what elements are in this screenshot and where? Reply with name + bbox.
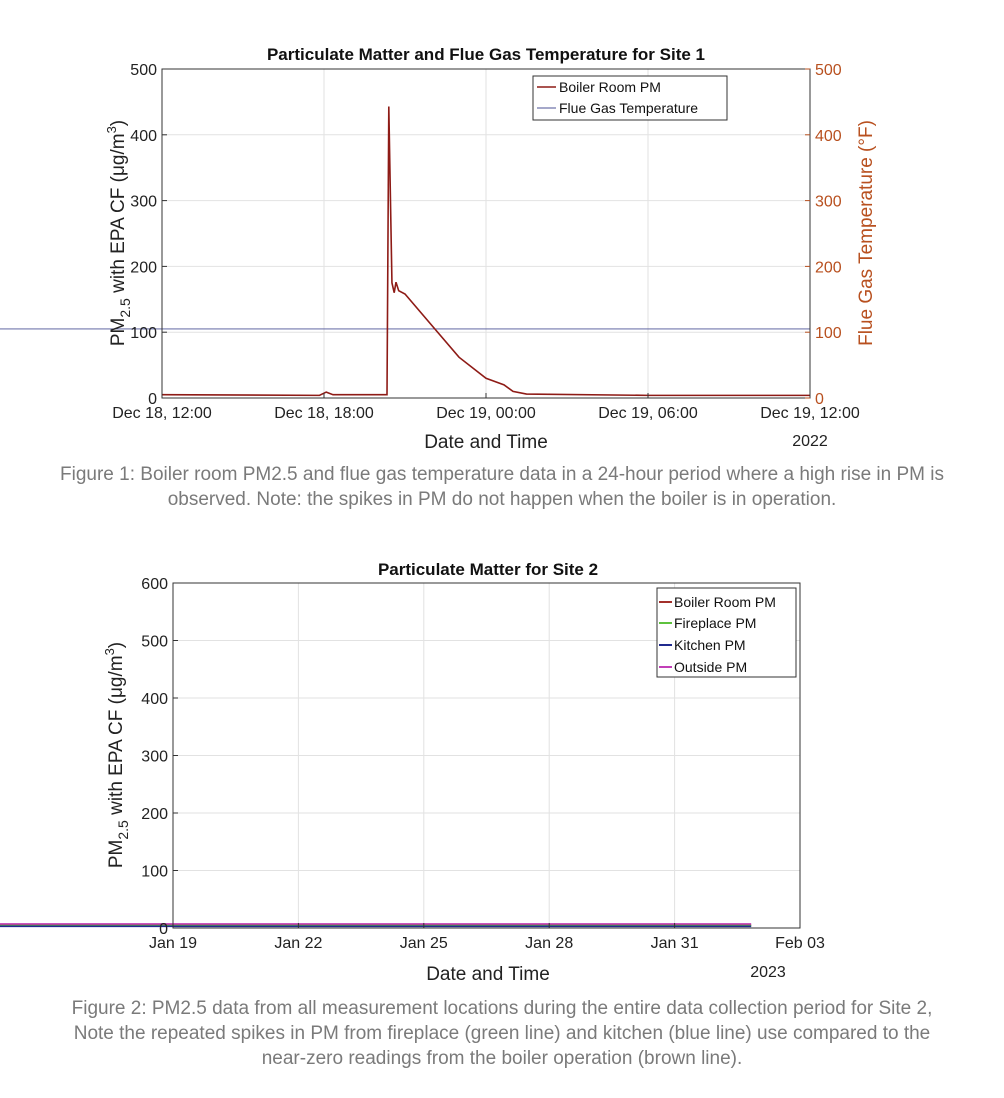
ticks: Jan 19 Jan 22 Jan 25 Jan 28 Jan 31 Feb 03 0 100… (141, 576, 825, 952)
x-tick-label: Feb 03 (775, 935, 825, 952)
y-tick-label: 300 (130, 194, 157, 211)
figure-2-caption: Figure 2: PM2.5 data from all measuremen… (71, 998, 933, 1069)
legend-label-boiler-room-pm: Boiler Room PM (674, 594, 776, 610)
x-tick-label: Jan 31 (651, 935, 699, 952)
y-label-end: ) (106, 642, 127, 648)
y-tick-label: 400 (130, 128, 157, 145)
chart-site-1: Dec 18, 12:00 Dec 18, 18:00 Dec 19, 00:00 D… (0, 45, 877, 453)
legend: Boiler Room PM Fireplace PM Kitchen PM O… (656, 587, 797, 678)
y-label-end: ) (108, 120, 129, 126)
x-axis-label: Date and Time (424, 432, 548, 453)
x-year-label: 2023 (750, 964, 786, 981)
legend-label-boiler-room-pm: Boiler Room PM (559, 79, 661, 95)
series-lines (0, 79, 810, 397)
y-tick-label: 200 (141, 806, 168, 823)
y-label-sup: 3 (104, 126, 119, 133)
y-tick-label: 0 (148, 391, 157, 408)
right-y-tick-label: 100 (815, 325, 842, 342)
x-year-label: 2022 (792, 433, 828, 450)
x-tick-label: Dec 19, 00:00 (436, 405, 536, 422)
x-tick-label: Dec 19, 12:00 (760, 405, 860, 422)
x-tick-label: Dec 18, 12:00 (112, 405, 212, 422)
x-tick-label: Jan 19 (149, 935, 197, 952)
figure-1-caption: Figure 1: Boiler room PM2.5 and flue gas… (60, 464, 944, 510)
legend-label-flue-gas-temperature: Flue Gas Temperature (559, 100, 698, 116)
right-y-tick-label: 300 (815, 194, 842, 211)
y-label-sup: 3 (102, 648, 117, 655)
x-tick-label: Dec 18, 18:00 (274, 405, 374, 422)
y-tick-label: 200 (130, 259, 157, 276)
y-label-sub: 2.5 (117, 298, 133, 318)
y-label-rest: with EPA CF (μg/m (106, 655, 127, 820)
y-tick-label: 0 (159, 921, 168, 938)
legend-box (532, 75, 728, 121)
x-tick-label: Dec 19, 06:00 (598, 405, 698, 422)
y-tick-label: 100 (130, 325, 157, 342)
right-y-tick-label: 0 (815, 391, 824, 408)
x-tick-label: Jan 22 (274, 935, 322, 952)
right-y-tick-label: 400 (815, 128, 842, 145)
y-tick-label: 500 (130, 62, 157, 79)
y-label-sub: 2.5 (115, 820, 131, 840)
legend-label-fireplace-pm: Fireplace PM (674, 615, 756, 631)
chart-site-2: Jan 19 Jan 22 Jan 25 Jan 28 Jan 31 Feb 03 0 100… (0, 560, 825, 985)
series-line-kitchen-pm (0, 925, 752, 928)
series-line-outside-pm (0, 923, 752, 925)
x-tick-label: Jan 25 (400, 935, 448, 952)
y-axis-label: PM2.5 with EPA CF (μg/m3) (104, 120, 133, 346)
y-tick-label: 400 (141, 691, 168, 708)
y-label-rest: with EPA CF (μg/m (108, 133, 129, 298)
y-tick-label: 500 (141, 634, 168, 651)
right-y-tick-label: 500 (815, 62, 842, 79)
chart-title: Particulate Matter and Flue Gas Temperat… (267, 45, 705, 64)
legend-label-kitchen-pm: Kitchen PM (674, 637, 746, 653)
y-axis-label: PM2.5 with EPA CF (μg/m3) (102, 642, 131, 868)
legend-box (656, 587, 797, 678)
ticks: Dec 18, 12:00 Dec 18, 18:00 Dec 19, 00:00 D… (112, 62, 860, 422)
legend: Boiler Room PM Flue Gas Temperature (532, 75, 728, 121)
x-tick-label: Jan 28 (525, 935, 573, 952)
right-y-axis-label: Flue Gas Temperature (°F) (856, 120, 877, 346)
x-axis-label: Date and Time (426, 964, 550, 985)
chart-title: Particulate Matter for Site 2 (378, 560, 598, 579)
series-line-boiler-room-pm (161, 106, 810, 397)
y-label-main: PM (108, 318, 129, 347)
y-tick-label: 300 (141, 749, 168, 766)
y-label-main: PM (106, 840, 127, 869)
legend-label-outside-pm: Outside PM (674, 659, 747, 675)
series-lines (0, 923, 752, 928)
y-tick-label: 600 (141, 576, 168, 593)
y-tick-label: 100 (141, 864, 168, 881)
right-y-tick-label: 200 (815, 259, 842, 276)
